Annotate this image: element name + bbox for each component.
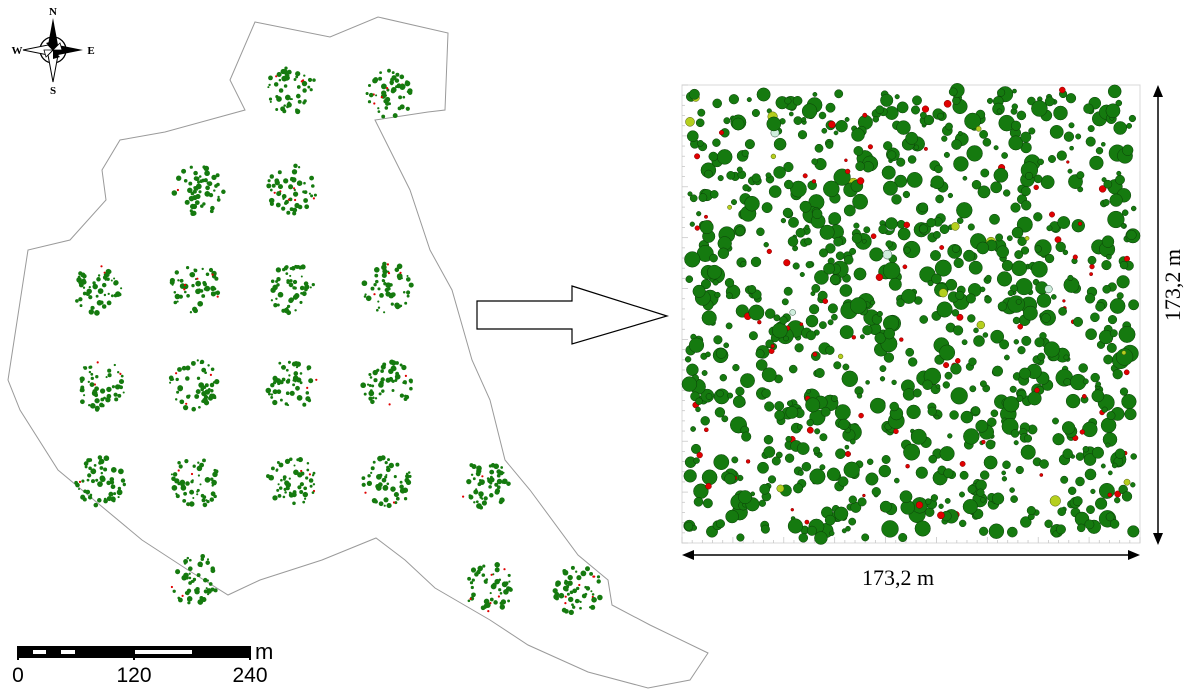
scale-label-120: 120 xyxy=(116,664,151,687)
sample-plot xyxy=(270,264,315,316)
detail-plot-ticks xyxy=(681,84,1141,544)
sample-plot xyxy=(467,562,513,613)
scale-bar xyxy=(17,646,251,660)
detail-plot-trees xyxy=(681,83,1141,545)
sample-plot xyxy=(552,565,603,616)
compass-west-label: W xyxy=(12,45,23,57)
height-dimension-arrow xyxy=(1153,85,1163,545)
sample-plot xyxy=(171,165,226,217)
sample-plot xyxy=(266,163,317,216)
compass-rose-icon xyxy=(22,18,83,83)
compass-east-label: E xyxy=(87,45,94,57)
arrow-right-icon xyxy=(476,285,670,345)
sample-plot xyxy=(360,359,413,406)
study-area-boundary xyxy=(7,16,709,689)
sample-plot xyxy=(75,265,123,316)
scale-bar-unit: m xyxy=(255,639,273,664)
sample-plots xyxy=(74,66,603,616)
sample-plot xyxy=(365,68,413,119)
sample-plot xyxy=(361,261,414,314)
sample-plot xyxy=(361,455,412,509)
width-dimension-label: 173,2 m xyxy=(862,565,934,590)
sample-plot xyxy=(79,361,125,412)
scale-label-0: 0 xyxy=(12,664,24,687)
compass-south-label: S xyxy=(50,85,56,97)
sample-plot xyxy=(169,265,221,314)
sample-plot xyxy=(170,553,218,605)
sample-plot xyxy=(265,360,318,407)
width-dimension-arrow xyxy=(682,550,1140,560)
height-dimension-label: 173,2 m xyxy=(1160,249,1185,321)
sample-plot xyxy=(462,463,511,510)
sample-plot xyxy=(267,66,316,115)
compass-north-label: N xyxy=(49,6,57,18)
sample-plot xyxy=(168,359,220,412)
detail-plot xyxy=(681,83,1141,545)
sample-plot xyxy=(266,457,316,506)
scale-label-240: 240 xyxy=(232,664,267,687)
sample-plot xyxy=(170,458,219,508)
sample-plot xyxy=(74,455,126,508)
